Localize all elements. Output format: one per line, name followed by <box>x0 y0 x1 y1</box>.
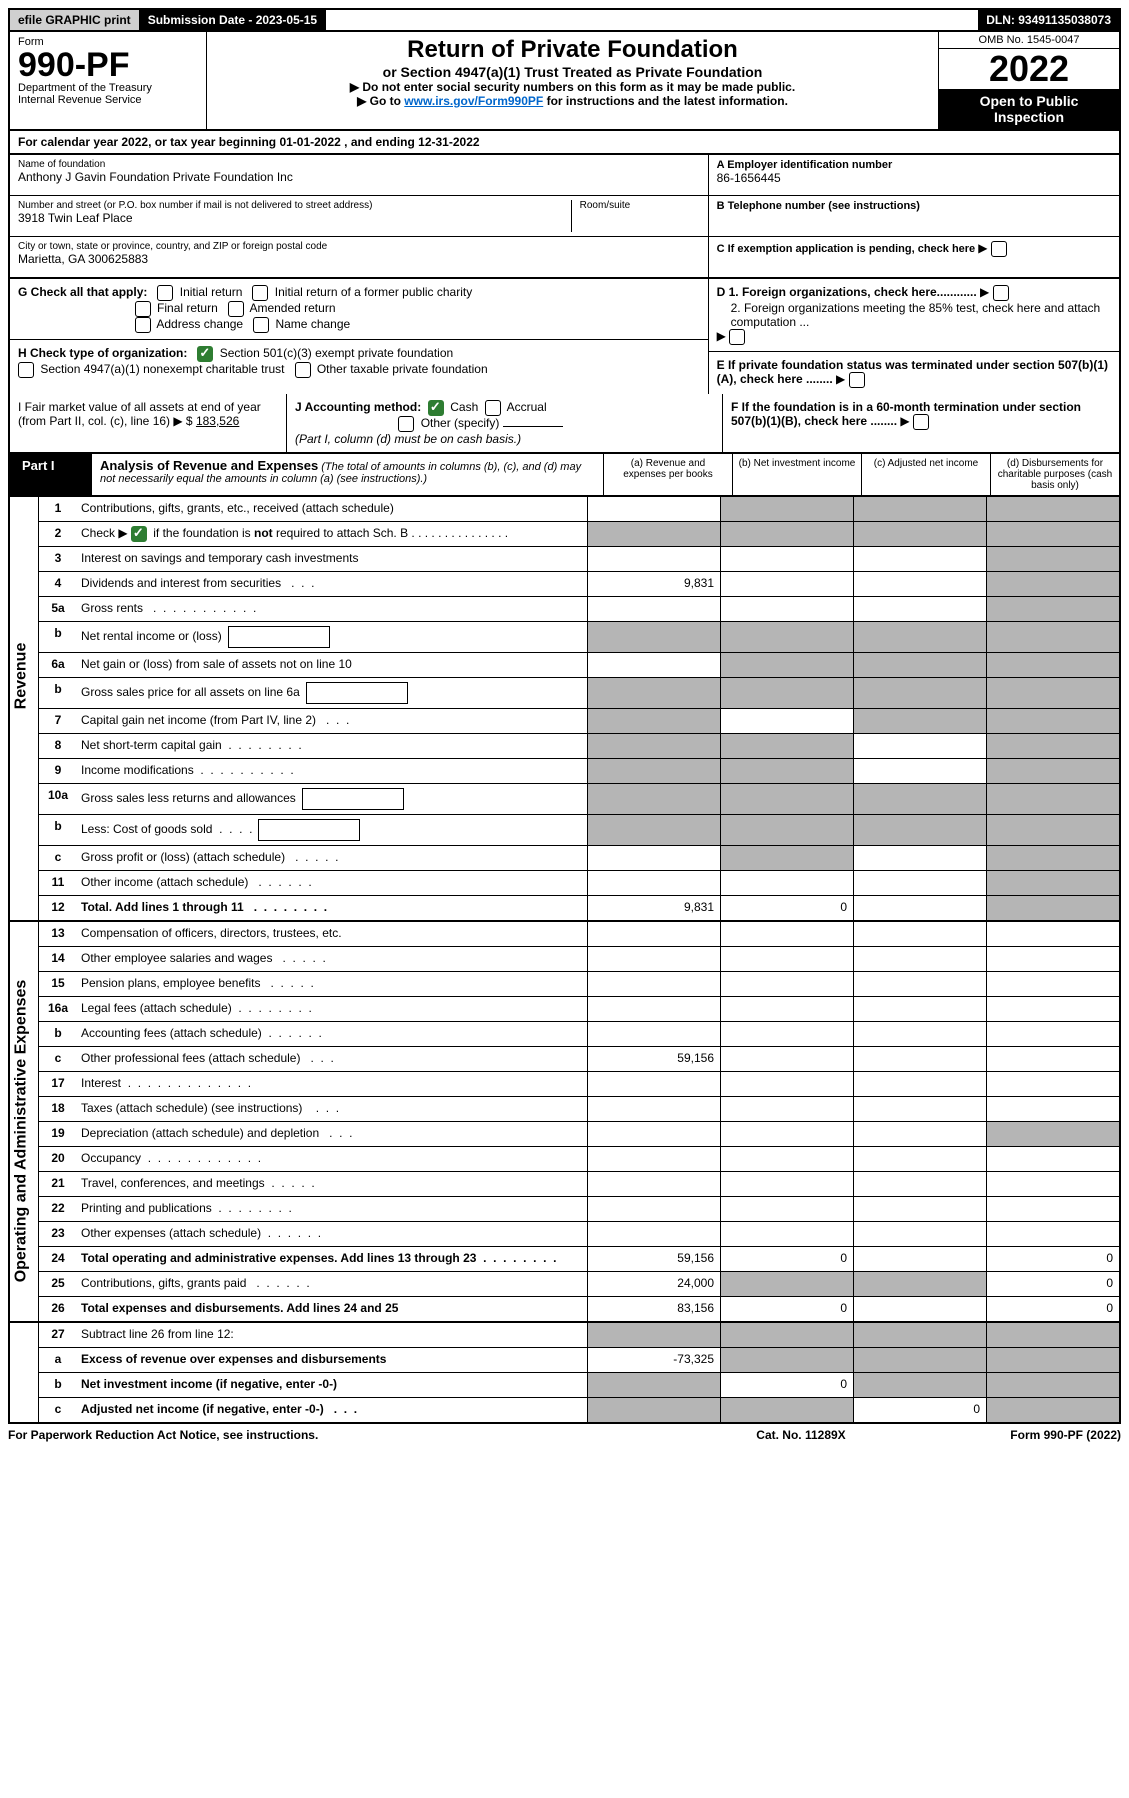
j-accrual-checkbox[interactable] <box>485 400 501 416</box>
part1-tab: Part I <box>10 454 92 495</box>
expenses-side-label: Operating and Administrative Expenses <box>12 979 30 1282</box>
f-checkbox[interactable] <box>913 414 929 430</box>
j-note: (Part I, column (d) must be on cash basi… <box>295 432 521 446</box>
g-final-checkbox[interactable] <box>135 301 151 317</box>
d1-label: D 1. Foreign organizations, check here..… <box>717 285 977 299</box>
footer-form: Form 990-PF (2022) <box>921 1428 1121 1442</box>
name-label: Name of foundation <box>18 159 700 170</box>
h-501c3-checkbox[interactable] <box>197 346 213 362</box>
city-state-zip: Marietta, GA 300625883 <box>18 252 700 266</box>
city-label: City or town, state or province, country… <box>18 241 700 252</box>
j-label: J Accounting method: <box>295 400 421 414</box>
form-subtitle: or Section 4947(a)(1) Trust Treated as P… <box>215 64 930 80</box>
top-bar: efile GRAPHIC print Submission Date - 20… <box>8 8 1121 32</box>
c-checkbox[interactable] <box>991 241 1007 257</box>
r2-checkbox[interactable] <box>131 526 147 542</box>
col-a-header: (a) Revenue and expenses per books <box>603 454 732 495</box>
irs-link[interactable]: www.irs.gov/Form990PF <box>404 94 543 108</box>
h-other-checkbox[interactable] <box>295 362 311 378</box>
phone-label: B Telephone number (see instructions) <box>717 200 1111 212</box>
foundation-name: Anthony J Gavin Foundation Private Found… <box>18 170 700 184</box>
d1-checkbox[interactable] <box>993 285 1009 301</box>
form-note2: ▶ Go to www.irs.gov/Form990PF for instru… <box>215 94 930 108</box>
form-number: 990-PF <box>18 48 198 82</box>
revenue-side-label: Revenue <box>12 642 30 709</box>
page-footer: For Paperwork Reduction Act Notice, see … <box>8 1424 1121 1442</box>
g-amended-checkbox[interactable] <box>228 301 244 317</box>
part1-title: Analysis of Revenue and Expenses <box>100 458 318 473</box>
irs-label: Internal Revenue Service <box>18 94 198 106</box>
e-checkbox[interactable] <box>849 372 865 388</box>
form-header: Form 990-PF Department of the Treasury I… <box>8 32 1121 131</box>
efile-label: efile GRAPHIC print <box>10 10 140 30</box>
ein-value: 86-1656445 <box>717 171 1111 185</box>
omb-number: OMB No. 1545-0047 <box>939 32 1119 49</box>
col-c-header: (c) Adjusted net income <box>861 454 990 495</box>
c-label: C If exemption application is pending, c… <box>717 243 976 255</box>
j-cash-checkbox[interactable] <box>428 400 444 416</box>
e-label: E If private foundation status was termi… <box>717 358 1108 386</box>
addr-label: Number and street (or P.O. box number if… <box>18 200 563 211</box>
expenses-table: Operating and Administrative Expenses 13… <box>8 922 1121 1323</box>
part1-header: Part I Analysis of Revenue and Expenses … <box>8 454 1121 497</box>
footer-left: For Paperwork Reduction Act Notice, see … <box>8 1428 681 1442</box>
d2-label: 2. Foreign organizations meeting the 85%… <box>717 301 1111 329</box>
g-name-checkbox[interactable] <box>253 317 269 333</box>
dln-label: DLN: 93491135038073 <box>978 10 1119 30</box>
ein-label: A Employer identification number <box>717 159 1111 171</box>
g-address-checkbox[interactable] <box>135 317 151 333</box>
dept-label: Department of the Treasury <box>18 82 198 94</box>
h-label: H Check type of organization: <box>18 346 187 360</box>
section-g-h: G Check all that apply: Initial return I… <box>8 279 1121 394</box>
footer-cat: Cat. No. 11289X <box>681 1428 921 1442</box>
form-title: Return of Private Foundation <box>215 36 930 64</box>
g-initial-checkbox[interactable] <box>157 285 173 301</box>
section-ijf: I Fair market value of all assets at end… <box>8 394 1121 454</box>
info-block: Name of foundation Anthony J Gavin Found… <box>8 155 1121 279</box>
form-note1: ▶ Do not enter social security numbers o… <box>215 80 930 94</box>
open-public-label: Open to Public Inspection <box>939 89 1119 129</box>
room-label: Room/suite <box>580 200 700 211</box>
calendar-year-line: For calendar year 2022, or tax year begi… <box>8 131 1121 155</box>
street-address: 3918 Twin Leaf Place <box>18 211 563 225</box>
i-value: 183,526 <box>196 414 239 428</box>
line27-table: 27Subtract line 26 from line 12: aExcess… <box>8 1323 1121 1424</box>
d2-checkbox[interactable] <box>729 329 745 345</box>
revenue-table: Revenue 1Contributions, gifts, grants, e… <box>8 497 1121 922</box>
j-other-checkbox[interactable] <box>398 416 414 432</box>
submission-date: Submission Date - 2023-05-15 <box>140 10 326 30</box>
h-4947-checkbox[interactable] <box>18 362 34 378</box>
g-label: G Check all that apply: <box>18 285 147 299</box>
col-b-header: (b) Net investment income <box>732 454 861 495</box>
col-d-header: (d) Disbursements for charitable purpose… <box>990 454 1119 495</box>
g-initial-former-checkbox[interactable] <box>252 285 268 301</box>
tax-year: 2022 <box>939 49 1119 89</box>
